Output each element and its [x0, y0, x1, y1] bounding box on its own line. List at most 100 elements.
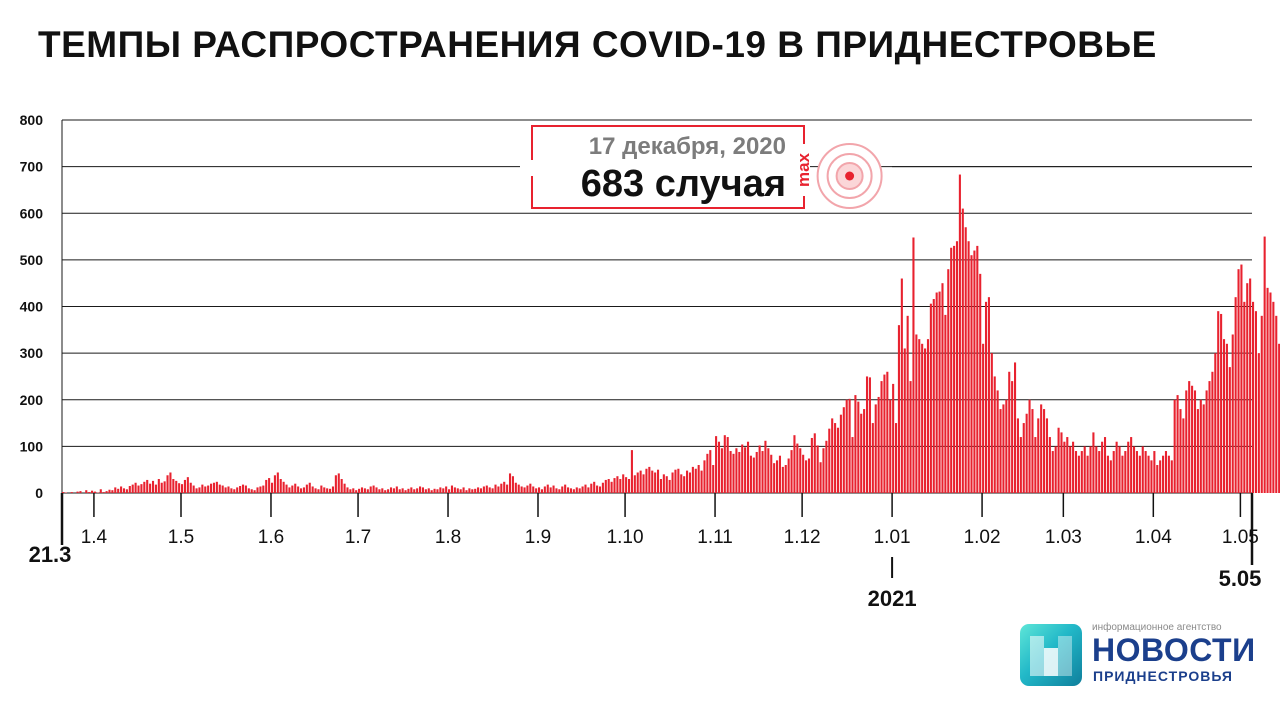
bar	[868, 377, 871, 493]
bar	[1051, 451, 1054, 493]
bar	[395, 486, 398, 493]
bar	[485, 485, 488, 493]
bar	[633, 475, 636, 493]
bar	[1124, 451, 1127, 493]
annotation-frame-top	[531, 125, 805, 160]
x-tick-label: 1.11	[697, 527, 733, 548]
bar	[950, 247, 953, 493]
bar	[523, 487, 526, 493]
bar	[903, 348, 906, 493]
bar	[259, 486, 262, 493]
bar	[767, 448, 770, 493]
bar	[230, 488, 233, 493]
bar	[973, 250, 976, 493]
y-tick-label: 400	[20, 299, 44, 315]
bar	[596, 485, 599, 493]
bar	[221, 485, 224, 493]
bar	[1089, 446, 1092, 494]
bar	[529, 483, 532, 493]
bar	[706, 453, 709, 493]
bar	[488, 487, 491, 493]
bar	[1014, 362, 1017, 493]
bar	[363, 488, 366, 493]
bar	[366, 489, 369, 493]
bar	[1220, 313, 1223, 493]
bar	[1040, 404, 1043, 493]
bar	[1101, 441, 1104, 493]
bar	[1077, 455, 1080, 493]
bar	[247, 488, 250, 493]
bar	[781, 466, 784, 493]
bar	[288, 487, 291, 493]
bar	[749, 455, 752, 493]
bar	[941, 283, 944, 493]
bar	[578, 488, 581, 493]
bar	[1199, 399, 1202, 493]
bar	[935, 292, 938, 493]
bar	[456, 488, 459, 493]
bar	[189, 482, 192, 493]
bar	[421, 487, 424, 493]
bar	[613, 478, 616, 493]
bar	[114, 487, 117, 493]
bar	[587, 487, 590, 493]
bar	[671, 472, 674, 493]
bar	[233, 489, 236, 493]
bar	[535, 488, 538, 493]
bar	[1133, 446, 1136, 494]
bar	[1260, 315, 1263, 493]
bar	[1016, 418, 1019, 493]
bar	[294, 483, 297, 493]
bar	[1234, 297, 1237, 493]
bar	[352, 488, 355, 493]
bar	[845, 399, 848, 493]
bar	[198, 487, 201, 493]
bar	[477, 487, 480, 493]
bar	[822, 448, 825, 493]
bar	[1167, 455, 1170, 493]
x-tick-label: 1.7	[345, 527, 371, 548]
bar	[1112, 451, 1115, 493]
bar	[958, 174, 961, 494]
bar	[169, 472, 172, 493]
bar	[323, 487, 326, 493]
bar	[500, 483, 503, 493]
bars	[62, 174, 1280, 494]
bar	[134, 482, 137, 493]
bar	[584, 484, 587, 493]
bar	[648, 466, 651, 493]
peak-dot	[845, 171, 855, 181]
bar	[549, 487, 552, 493]
bar	[91, 490, 94, 493]
bar	[1208, 381, 1211, 493]
bar	[630, 450, 633, 493]
bar	[151, 480, 155, 493]
bar	[1069, 446, 1072, 494]
y-tick-label: 700	[20, 159, 44, 175]
y-tick-label: 100	[20, 438, 44, 454]
bar	[195, 488, 198, 493]
bar	[805, 460, 808, 493]
bar	[503, 481, 506, 493]
bar	[802, 454, 805, 493]
bar	[1257, 353, 1260, 494]
bar	[369, 486, 372, 493]
bar	[1150, 460, 1153, 493]
bar	[683, 476, 686, 493]
bar	[886, 371, 889, 493]
bar	[854, 395, 857, 493]
bar	[1008, 371, 1011, 493]
bar	[1141, 446, 1144, 494]
bar	[1176, 395, 1179, 493]
bar	[598, 486, 602, 493]
bar	[1170, 460, 1173, 493]
bar	[389, 487, 393, 493]
bar	[1225, 343, 1228, 493]
bar	[979, 273, 982, 493]
bar	[1086, 455, 1089, 493]
bar	[694, 468, 697, 493]
bar	[381, 488, 384, 493]
bar	[416, 488, 419, 493]
bar	[474, 488, 477, 493]
bar	[1048, 437, 1051, 493]
